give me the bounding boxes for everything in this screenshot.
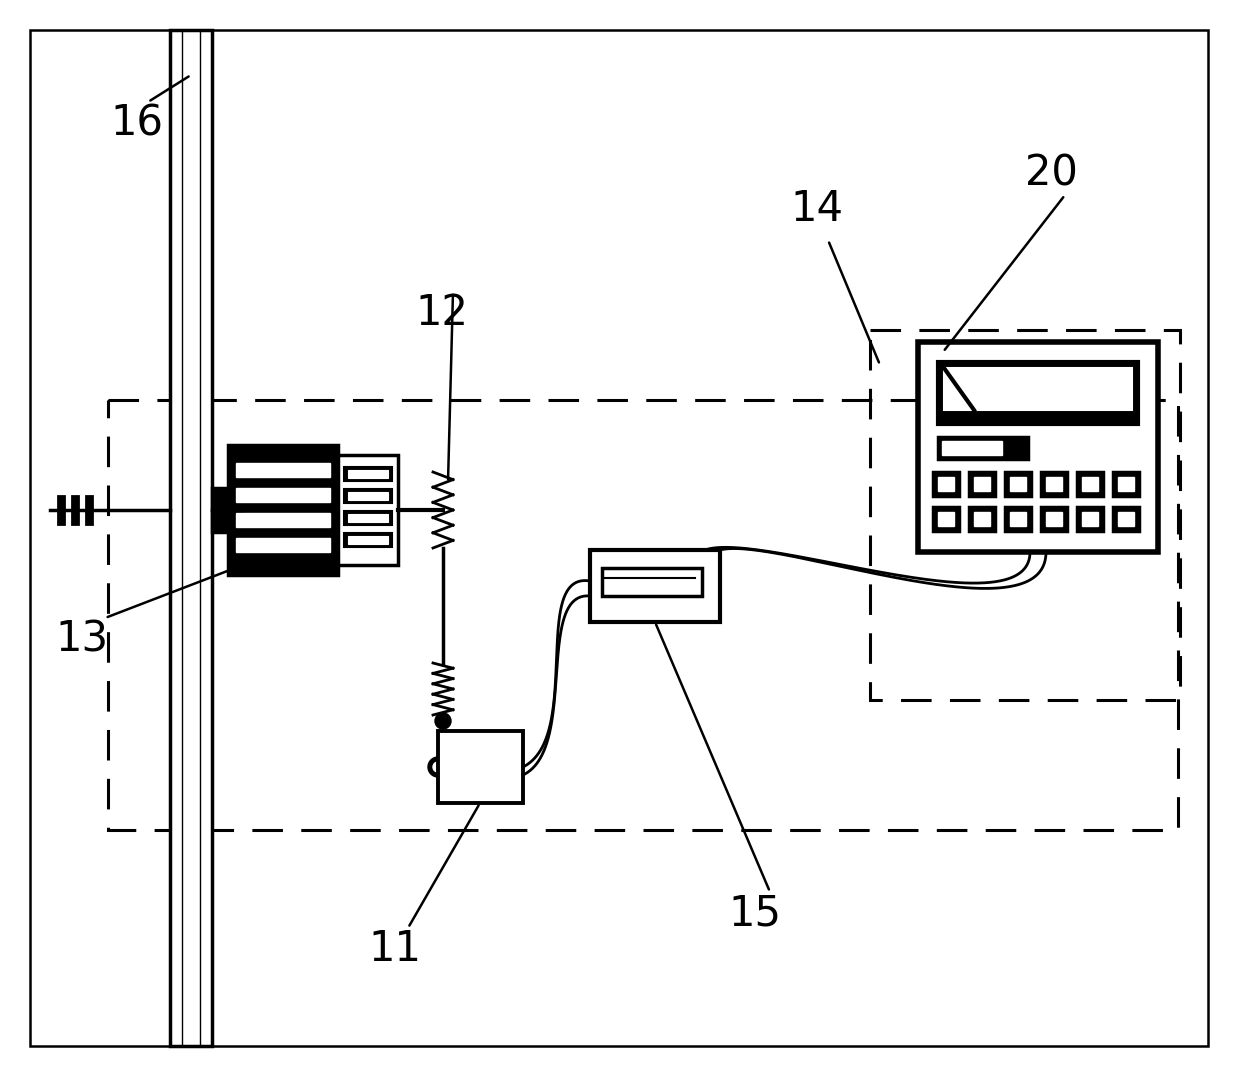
Bar: [942, 441, 1002, 455]
Bar: [72, 496, 78, 524]
Bar: [591, 550, 721, 622]
Bar: [1113, 472, 1139, 496]
Bar: [1118, 512, 1134, 526]
Bar: [1046, 512, 1062, 526]
Bar: [1113, 507, 1139, 530]
Bar: [236, 538, 331, 552]
Bar: [236, 463, 331, 477]
Bar: [344, 533, 392, 547]
Bar: [938, 362, 1138, 424]
Bar: [938, 512, 954, 526]
Bar: [438, 731, 522, 803]
Text: 20: 20: [1025, 152, 1078, 194]
Bar: [1077, 472, 1103, 496]
Circle shape: [428, 758, 448, 777]
Bar: [1005, 507, 1031, 530]
Bar: [933, 472, 959, 496]
Bar: [969, 507, 995, 530]
Bar: [1077, 507, 1103, 530]
Bar: [344, 489, 392, 502]
Bar: [344, 467, 392, 481]
Bar: [108, 400, 1179, 830]
Bar: [236, 489, 331, 502]
Bar: [602, 568, 702, 596]
Bar: [969, 472, 995, 496]
Bar: [348, 492, 387, 500]
Bar: [1010, 512, 1026, 526]
Bar: [344, 511, 392, 525]
Bar: [938, 437, 1028, 459]
Bar: [85, 496, 92, 524]
Bar: [348, 536, 387, 544]
Bar: [1118, 477, 1134, 491]
Bar: [870, 330, 1180, 700]
Circle shape: [433, 762, 443, 771]
Bar: [170, 30, 212, 1046]
Bar: [1082, 477, 1098, 491]
Bar: [1082, 512, 1098, 526]
Bar: [338, 455, 397, 565]
Bar: [1010, 477, 1026, 491]
Bar: [933, 507, 959, 530]
Text: 15: 15: [728, 892, 781, 934]
Text: 13: 13: [54, 618, 108, 660]
Bar: [236, 513, 331, 527]
Bar: [1005, 472, 1031, 496]
Bar: [919, 342, 1158, 552]
Bar: [974, 512, 990, 526]
Bar: [348, 514, 387, 522]
Text: 14: 14: [790, 188, 843, 230]
Bar: [348, 470, 387, 478]
Circle shape: [435, 713, 451, 730]
Bar: [945, 368, 1132, 410]
Bar: [1041, 507, 1067, 530]
Bar: [58, 496, 64, 524]
Bar: [1046, 477, 1062, 491]
Bar: [228, 445, 338, 575]
Text: 11: 11: [368, 928, 421, 969]
Bar: [212, 489, 228, 532]
Bar: [938, 477, 954, 491]
Text: 12: 12: [415, 292, 468, 334]
Bar: [974, 477, 990, 491]
Text: 16: 16: [110, 103, 163, 145]
Bar: [1041, 472, 1067, 496]
